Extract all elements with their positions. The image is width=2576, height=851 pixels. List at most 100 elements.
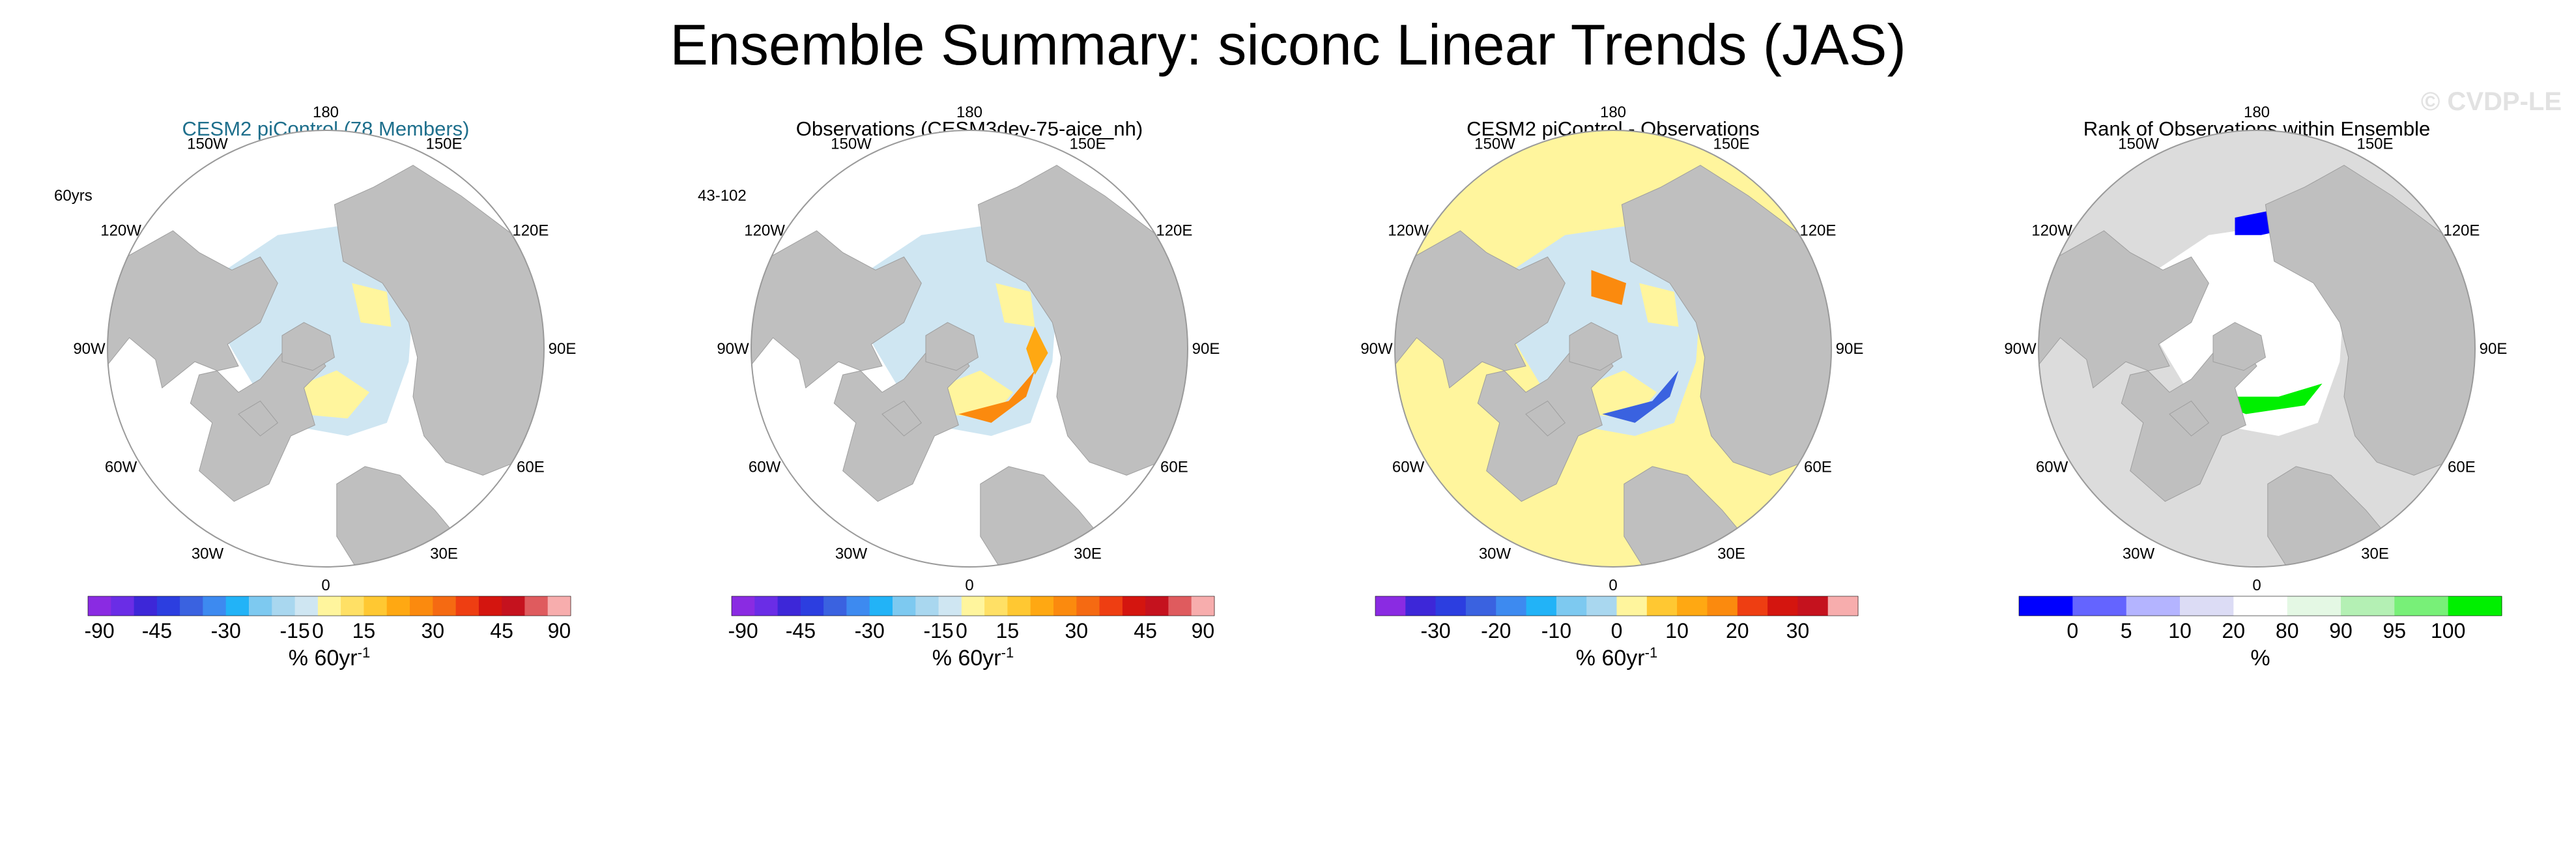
- colorbar-tick-label: -30: [1420, 619, 1450, 642]
- colorbar-unit-label: % 60yr-1: [289, 644, 370, 671]
- colorbar-tick-label: 5: [2121, 619, 2132, 642]
- trend-patch: [995, 283, 1035, 327]
- colorbar-swatch: [1405, 596, 1437, 616]
- longitude-label: 120E: [512, 222, 549, 240]
- colorbar-swatch: [341, 596, 364, 616]
- land-mass: [751, 230, 970, 502]
- colorbar-swatch: [1099, 596, 1123, 616]
- colorbar-swatch: [2233, 596, 2288, 616]
- colorbar-swatch: [294, 596, 319, 616]
- colorbar-swatch: [410, 596, 433, 616]
- longitude-label: 30W: [1479, 545, 1511, 562]
- colorbar-swatch: [754, 596, 779, 616]
- colorbar-swatch: [938, 596, 962, 616]
- colorbar-swatch: [915, 596, 939, 616]
- colorbar-swatch: [2448, 596, 2502, 616]
- colorbar-tick-label: 90: [2329, 619, 2353, 642]
- colorbar-swatch: [386, 596, 410, 616]
- colorbar-swatch: [1616, 596, 1648, 616]
- map-body: [2039, 130, 2475, 567]
- longitude-label: 30W: [2123, 545, 2155, 562]
- land-mass: [2039, 230, 2257, 502]
- longitude-label: 180: [313, 104, 339, 121]
- trend-patch: [1591, 270, 1627, 305]
- colorbar-swatch: [2180, 596, 2234, 616]
- longitude-label: 150W: [187, 136, 228, 153]
- land-mass: [1569, 322, 1622, 371]
- colorbar-swatch: [2019, 596, 2073, 616]
- longitude-label: 90E: [2480, 340, 2508, 358]
- land-mass: [1621, 165, 1831, 476]
- colorbar-swatch: [1827, 596, 1859, 616]
- longitude-label: 60W: [2036, 459, 2068, 476]
- colorbar-tick-label: -10: [1541, 619, 1571, 642]
- colorbar-tick-label: 15: [352, 619, 376, 642]
- map-body: [107, 130, 544, 567]
- longitude-label: 150E: [2356, 136, 2393, 153]
- colorbar-tick-label: 30: [1065, 619, 1089, 642]
- colorbar-swatch: [893, 596, 916, 616]
- colorbar-swatch: [180, 596, 203, 616]
- longitude-label: 60E: [1160, 459, 1188, 476]
- colorbar-unit-label: %: [2250, 646, 2270, 671]
- trend-patch: [958, 370, 1035, 423]
- panel-rank: Rank of Observations within Ensemble1801…: [2004, 104, 2508, 671]
- longitude-label: 30E: [1717, 545, 1745, 562]
- colorbar-tick-label: -90: [84, 619, 114, 642]
- longitude-label: 120E: [1156, 222, 1192, 240]
- longitude-label: 0: [321, 577, 330, 594]
- panel-observations: Observations (CESM3dev-75-aice_nh)43-102…: [698, 104, 1220, 671]
- colorbar-tick-label: 90: [548, 619, 571, 642]
- longitude-label: 60E: [2448, 459, 2476, 476]
- longitude-label: 150E: [1713, 136, 1749, 153]
- panel-difference: CESM2 piControl - Observations180150E120…: [1360, 104, 1863, 671]
- longitude-label: 0: [2252, 577, 2261, 594]
- land-mass: [925, 322, 979, 371]
- trend-patch: [352, 283, 392, 327]
- colorbar-tick-label: -45: [142, 619, 172, 642]
- map-body: [751, 130, 1188, 567]
- colorbar-swatch: [1191, 596, 1215, 616]
- unit-superscript: -1: [358, 644, 371, 661]
- land-mass: [1525, 400, 1566, 437]
- colorbar-frame: [1375, 596, 1859, 616]
- figure-title: Ensemble Summary: siconc Linear Trends (…: [670, 12, 1906, 77]
- colorbar-tick-label: 95: [2383, 619, 2407, 642]
- land-mass: [107, 230, 326, 502]
- colorbar-swatch: [1122, 596, 1146, 616]
- colorbar-swatch: [1076, 596, 1100, 616]
- colorbar-frame: [731, 596, 1215, 616]
- colorbar-tick-label: 30: [422, 619, 445, 642]
- colorbar-swatch: [524, 596, 549, 616]
- colorbar-swatch: [2126, 596, 2181, 616]
- colorbar-tick-label: -20: [1481, 619, 1511, 642]
- colorbar-tick-label: -30: [211, 619, 241, 642]
- colorbar-frame: [87, 596, 571, 616]
- colorbar-swatch: [134, 596, 158, 616]
- colorbar-swatch: [800, 596, 824, 616]
- longitude-label: 150E: [1069, 136, 1106, 153]
- longitude-label: 150W: [1474, 136, 1515, 153]
- longitude-label: 120E: [2443, 222, 2480, 240]
- colorbar-tick-label: -15: [279, 619, 309, 642]
- longitude-label: 90E: [549, 340, 577, 358]
- colorbar-tick-label: 0: [1611, 619, 1623, 642]
- longitude-label: 30W: [835, 545, 868, 562]
- colorbar-swatch: [1767, 596, 1798, 616]
- trend-patch: [1602, 370, 1679, 423]
- colorbar-swatch: [1556, 596, 1587, 616]
- colorbar-swatch: [1797, 596, 1829, 616]
- colorbar-swatch: [777, 596, 801, 616]
- watermark-text: © CVDP-LE: [2420, 87, 2562, 116]
- panel-period-label: 43-102: [698, 187, 747, 205]
- longitude-label: 150W: [2118, 136, 2159, 153]
- land-mass: [881, 400, 923, 437]
- colorbar-swatch: [1586, 596, 1617, 616]
- colorbar-swatch: [2341, 596, 2395, 616]
- colorbar-swatch: [984, 596, 1008, 616]
- colorbar-tick-label: 45: [1134, 619, 1157, 642]
- colorbar-swatch: [156, 596, 180, 616]
- land-mass: [238, 400, 279, 437]
- colorbar-swatch: [88, 596, 111, 616]
- map-border: [2038, 130, 2476, 568]
